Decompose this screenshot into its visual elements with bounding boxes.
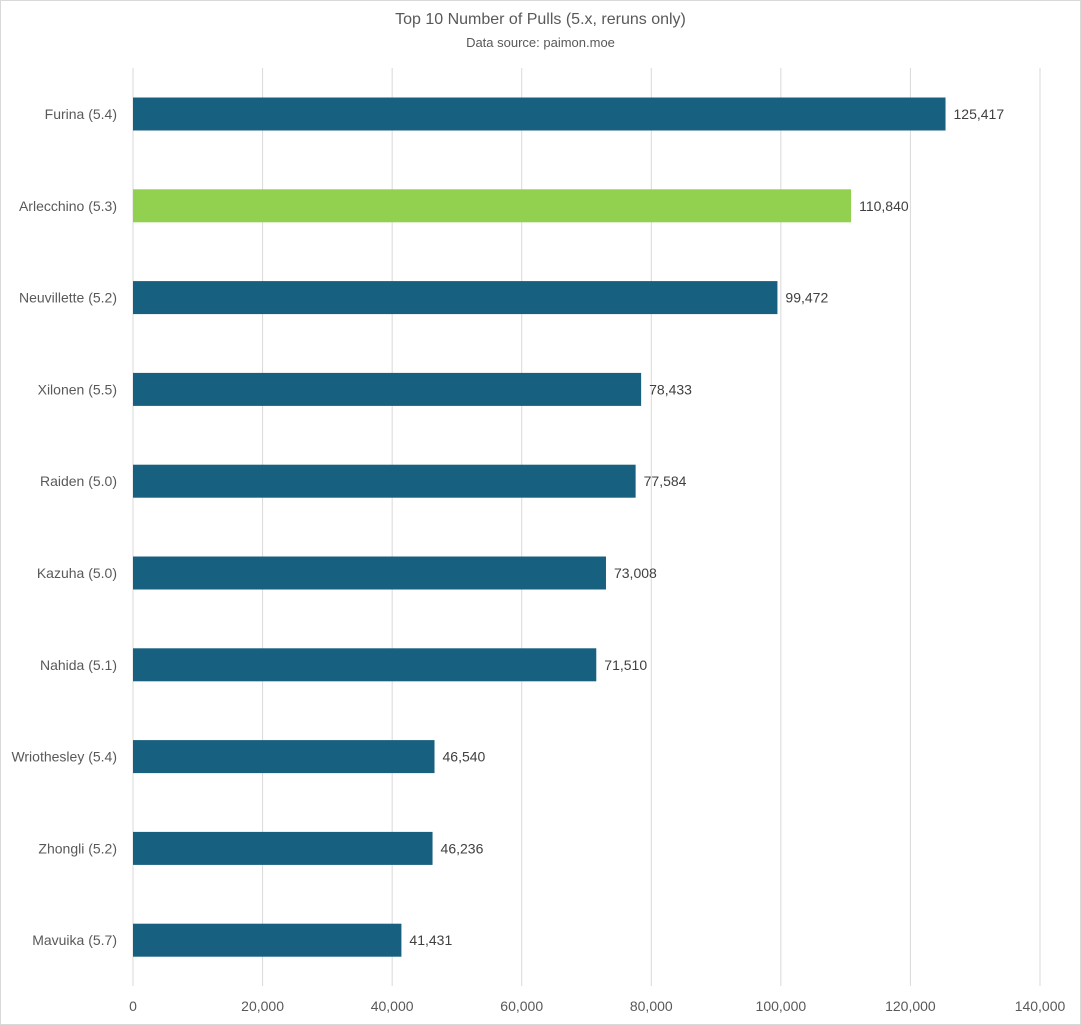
bar — [133, 97, 946, 131]
category-labels: Furina (5.4) Arlecchino (5.3) Neuvillette … — [11, 106, 117, 948]
data-label: 125,417 — [954, 106, 1005, 122]
data-label: 71,510 — [604, 657, 647, 673]
x-tick-label: 80,000 — [630, 998, 673, 1014]
bar — [133, 923, 402, 957]
data-labels: 125,417 110,840 99,472 78,433 77,584 73,008 71… — [409, 106, 1004, 948]
category-label: Zhongli (5.2) — [38, 840, 117, 856]
data-label: 78,433 — [649, 381, 692, 397]
x-tick-label: 140,000 — [1015, 998, 1066, 1014]
data-label: 46,540 — [443, 749, 486, 765]
bar — [133, 189, 852, 223]
bar — [133, 464, 636, 498]
category-label: Raiden (5.0) — [40, 473, 117, 489]
category-label: Arlecchino (5.3) — [19, 198, 117, 214]
bars — [133, 97, 946, 957]
chart-title: Top 10 Number of Pulls (5.x, reruns only… — [395, 11, 686, 28]
data-label: 41,431 — [409, 932, 452, 948]
category-label: Wriothesley (5.4) — [11, 749, 117, 765]
data-label: 110,840 — [859, 198, 909, 214]
data-label: 99,472 — [785, 290, 828, 306]
category-label: Neuvillette (5.2) — [19, 290, 117, 306]
category-label: Furina (5.4) — [45, 106, 117, 122]
category-label: Nahida (5.1) — [40, 657, 117, 673]
category-label: Kazuha (5.0) — [37, 565, 117, 581]
bar — [133, 740, 435, 774]
x-tick-label: 100,000 — [756, 998, 807, 1014]
bar — [133, 556, 606, 590]
x-tick-label: 0 — [129, 998, 137, 1014]
data-label: 46,236 — [441, 840, 484, 856]
category-label: Xilonen (5.5) — [38, 381, 117, 397]
x-tick-label: 20,000 — [241, 998, 284, 1014]
bar — [133, 648, 597, 682]
category-label: Mavuika (5.7) — [32, 932, 117, 948]
data-label: 73,008 — [614, 565, 657, 581]
data-label: 77,584 — [644, 473, 687, 489]
bar — [133, 281, 778, 315]
bar — [133, 372, 642, 406]
bar — [133, 831, 433, 865]
x-tick-label: 60,000 — [500, 998, 543, 1014]
x-axis-tick-labels: 0 20,000 40,000 60,000 80,000 100,000 120,000 1… — [129, 998, 1065, 1014]
x-tick-label: 120,000 — [885, 998, 936, 1014]
x-tick-label: 40,000 — [371, 998, 414, 1014]
chart-subtitle: Data source: paimon.moe — [466, 35, 615, 50]
